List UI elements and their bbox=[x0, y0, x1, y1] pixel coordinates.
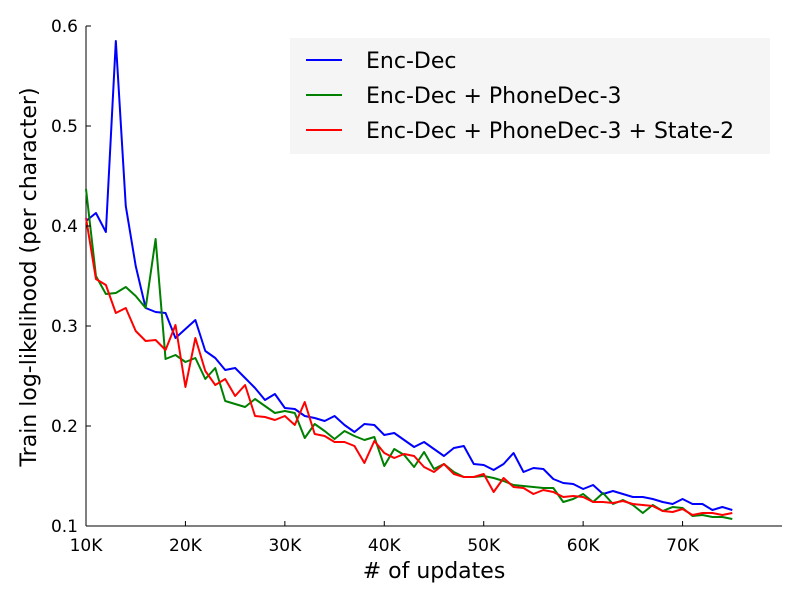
axes bbox=[85, 26, 782, 527]
x-tick-label: 70K bbox=[666, 536, 700, 556]
series-line-3 bbox=[85, 217, 733, 516]
legend-label: Enc-Dec bbox=[366, 49, 456, 74]
y-axis-label: Train log-likelihood (per character) bbox=[17, 87, 42, 467]
legend: Enc-Dec Enc-Dec + PhoneDec-3 Enc-Dec + Pho… bbox=[290, 38, 770, 154]
x-tick-label: 20K bbox=[169, 536, 203, 556]
y-tick-label: 0.3 bbox=[51, 317, 78, 337]
y-tick-label: 0.5 bbox=[51, 117, 78, 137]
x-tick-label: 50K bbox=[467, 536, 501, 556]
x-tick-label: 10K bbox=[70, 536, 104, 556]
legend-label: Enc-Dec + PhoneDec-3 bbox=[366, 84, 622, 109]
x-tick-label: 30K bbox=[268, 536, 302, 556]
y-axis-ticks: 0.1 0.2 0.3 0.4 0.5 0.6 bbox=[51, 17, 91, 537]
x-tick-label: 40K bbox=[368, 536, 402, 556]
series-lines bbox=[85, 40, 733, 520]
x-tick-label: 60K bbox=[567, 536, 601, 556]
legend-box bbox=[290, 38, 770, 154]
x-axis-ticks: 10K 20K 30K 40K 50K 60K 70K bbox=[70, 521, 700, 556]
y-tick-label: 0.6 bbox=[51, 17, 78, 37]
y-tick-label: 0.2 bbox=[51, 417, 78, 437]
x-axis-label: # of updates bbox=[363, 559, 506, 584]
y-tick-label: 0.1 bbox=[51, 517, 78, 537]
legend-label: Enc-Dec + PhoneDec-3 + State-2 bbox=[366, 119, 734, 144]
y-tick-label: 0.4 bbox=[51, 217, 78, 237]
series-line-2 bbox=[85, 188, 733, 520]
series-line-1 bbox=[85, 40, 733, 511]
